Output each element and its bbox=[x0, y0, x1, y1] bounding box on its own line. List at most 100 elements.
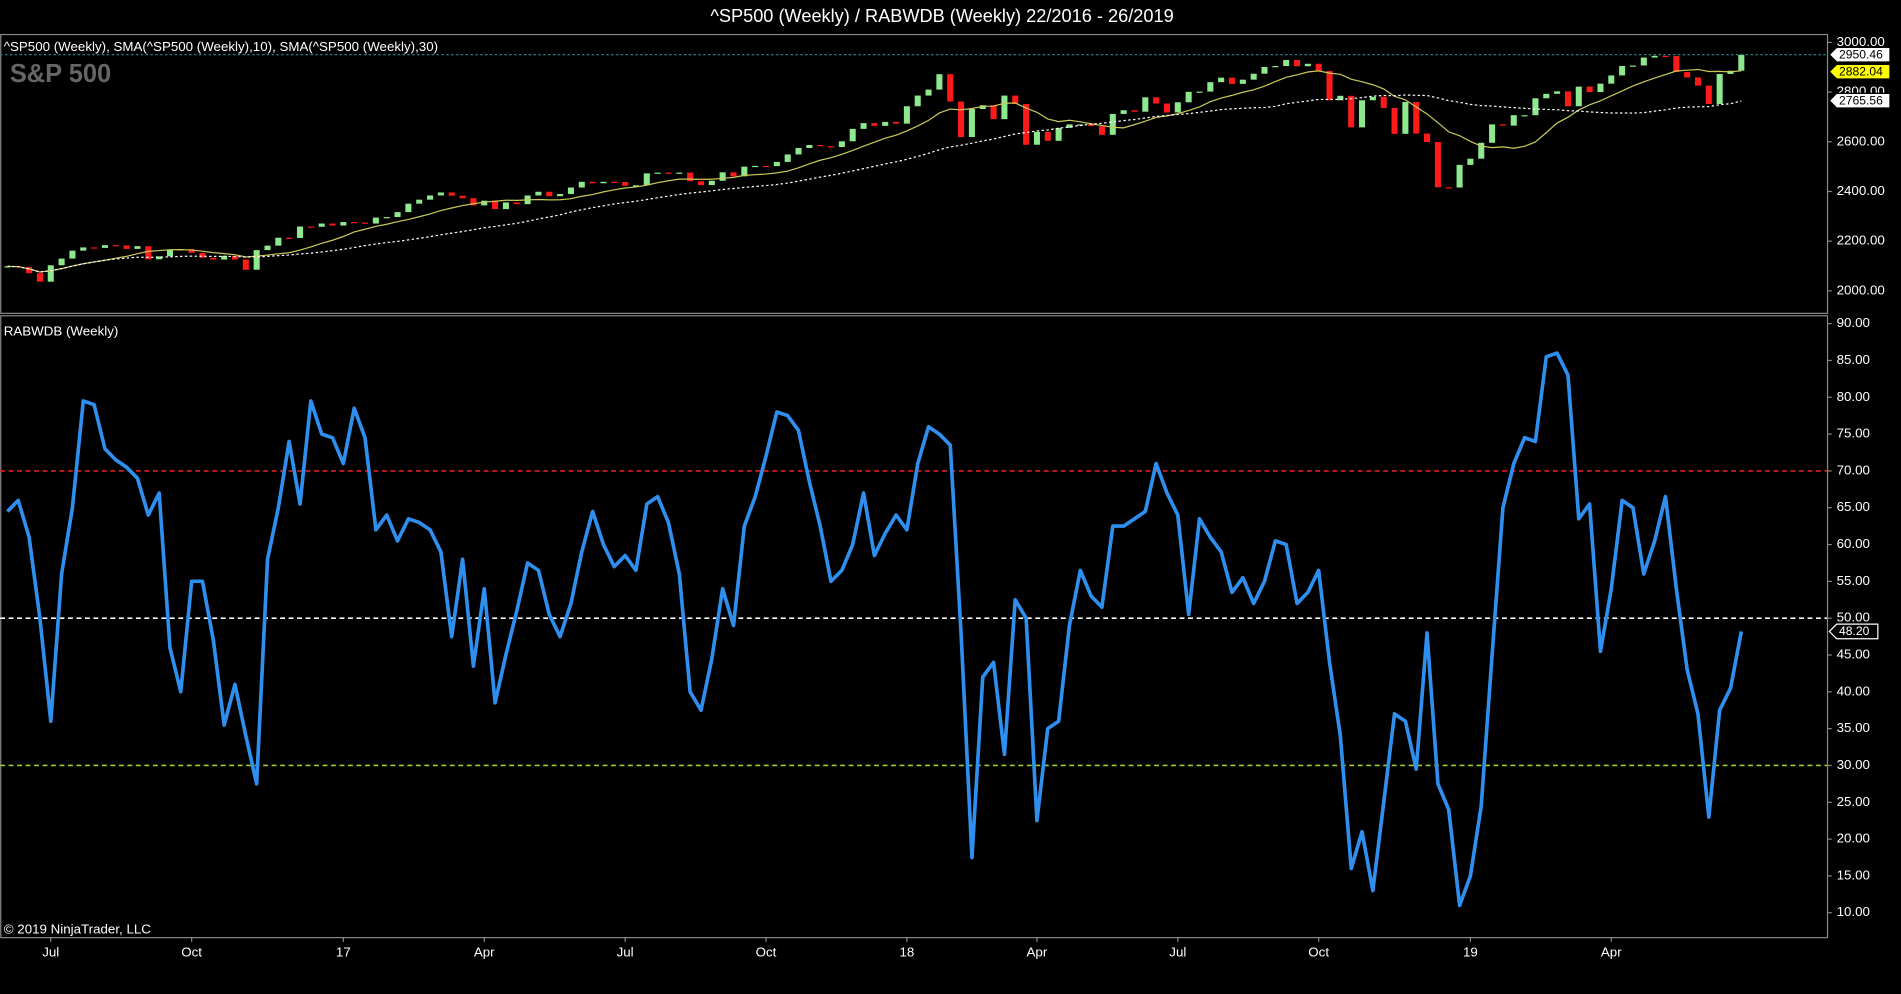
candle-body bbox=[1304, 63, 1311, 67]
x-tick-label: Oct bbox=[756, 944, 777, 959]
x-tick-label: Oct bbox=[1308, 944, 1329, 959]
y-tick-label: 2200.00 bbox=[1837, 233, 1885, 248]
candle-body bbox=[101, 245, 108, 248]
candle-body bbox=[589, 181, 596, 184]
candle-body bbox=[47, 265, 54, 282]
candle-body bbox=[654, 172, 661, 174]
candle-body bbox=[1098, 126, 1105, 135]
candle-body bbox=[1586, 86, 1593, 93]
candle-body bbox=[264, 245, 271, 251]
candle-body bbox=[762, 165, 770, 168]
candle-body bbox=[1413, 102, 1420, 134]
candle-body bbox=[925, 89, 932, 96]
price-badge-label: 2882.04 bbox=[1839, 65, 1883, 79]
candle-body bbox=[383, 217, 390, 219]
price-badge bbox=[1828, 63, 1891, 80]
candle-body bbox=[1391, 107, 1398, 134]
candle-body bbox=[513, 202, 520, 205]
candle-body bbox=[69, 250, 76, 259]
candle-body bbox=[871, 123, 878, 126]
y-tick-label: 50.00 bbox=[1837, 610, 1870, 625]
y-tick-label: 75.00 bbox=[1837, 426, 1870, 441]
candle-body bbox=[199, 252, 206, 258]
candle-body bbox=[36, 273, 43, 282]
candle-body bbox=[1489, 124, 1496, 143]
candle-body bbox=[1662, 55, 1669, 58]
candle-body bbox=[730, 172, 737, 177]
candle-body bbox=[58, 258, 65, 266]
candle-body bbox=[1228, 77, 1236, 84]
top-legend: ^SP500 (Weekly), SMA(^SP500 (Weekly),10)… bbox=[4, 39, 438, 54]
y-tick-label: 2600.00 bbox=[1837, 133, 1885, 148]
candle-body bbox=[1337, 95, 1344, 101]
candle-body bbox=[1467, 158, 1474, 165]
candle-body bbox=[112, 245, 119, 247]
candle-body bbox=[903, 106, 910, 124]
candle-body bbox=[1044, 131, 1051, 141]
candle-body bbox=[773, 161, 780, 167]
candle-body bbox=[643, 173, 650, 186]
price-badge-label: 2765.56 bbox=[1839, 93, 1883, 107]
candle-body bbox=[535, 191, 542, 196]
candle-body bbox=[838, 141, 845, 148]
candle-body bbox=[123, 245, 130, 249]
candle-body bbox=[1694, 77, 1702, 86]
candle-body bbox=[1131, 110, 1138, 112]
candle-body bbox=[427, 195, 434, 200]
candle-body bbox=[1023, 104, 1030, 145]
candle-body bbox=[286, 237, 293, 239]
y-tick-label: 80.00 bbox=[1837, 389, 1870, 404]
y-tick-label: 45.00 bbox=[1837, 647, 1870, 662]
candle-body bbox=[448, 192, 455, 196]
candle-body bbox=[1716, 73, 1723, 105]
candle-body bbox=[307, 226, 314, 228]
candle-body bbox=[968, 108, 975, 138]
candle-body bbox=[166, 250, 173, 257]
candle-body bbox=[437, 192, 444, 196]
candle-body bbox=[1629, 65, 1636, 67]
candle-body bbox=[80, 247, 87, 251]
candle-body bbox=[1532, 98, 1539, 116]
x-tick-label: Jul bbox=[1169, 944, 1186, 959]
candle-body bbox=[665, 172, 672, 174]
copyright: © 2019 NinjaTrader, LLC bbox=[4, 921, 152, 936]
candle-body bbox=[687, 172, 694, 182]
x-tick-label: Jul bbox=[617, 944, 634, 959]
candle-body bbox=[578, 181, 585, 188]
y-tick-label: 40.00 bbox=[1837, 683, 1870, 698]
candle-body bbox=[817, 145, 824, 147]
sma-line bbox=[7, 68, 1742, 273]
candle-body bbox=[470, 198, 477, 206]
x-tick-label: Apr bbox=[1601, 944, 1622, 959]
x-tick-label: 19 bbox=[1463, 944, 1478, 959]
candle-body bbox=[611, 181, 618, 184]
candle-body bbox=[979, 105, 986, 109]
candle-body bbox=[231, 255, 239, 260]
candle-body bbox=[1250, 73, 1257, 80]
candle-body bbox=[741, 166, 748, 177]
candle-body bbox=[1239, 79, 1246, 84]
candle-body bbox=[26, 267, 33, 274]
candle-body bbox=[893, 121, 900, 124]
candle-body bbox=[340, 222, 347, 226]
candle-body bbox=[1207, 82, 1214, 92]
y-tick-label: 70.00 bbox=[1837, 462, 1870, 477]
candle-body bbox=[947, 74, 954, 102]
candle-body bbox=[676, 172, 683, 174]
y-tick-label: 85.00 bbox=[1837, 352, 1870, 367]
candle-body bbox=[1218, 77, 1225, 83]
candle-body bbox=[1055, 127, 1062, 141]
candle-body bbox=[1348, 95, 1355, 128]
candle-body bbox=[188, 249, 195, 253]
candle-body bbox=[1445, 187, 1452, 189]
candle-body bbox=[210, 257, 217, 260]
candle-body bbox=[1543, 93, 1550, 99]
candle-body bbox=[1109, 113, 1116, 135]
candle-body bbox=[1597, 83, 1604, 93]
candle-body bbox=[1673, 56, 1680, 72]
candle-body bbox=[1283, 60, 1290, 66]
candle-body bbox=[784, 154, 791, 162]
top-panel-frame bbox=[0, 33, 1829, 314]
candle-body bbox=[1608, 75, 1615, 84]
